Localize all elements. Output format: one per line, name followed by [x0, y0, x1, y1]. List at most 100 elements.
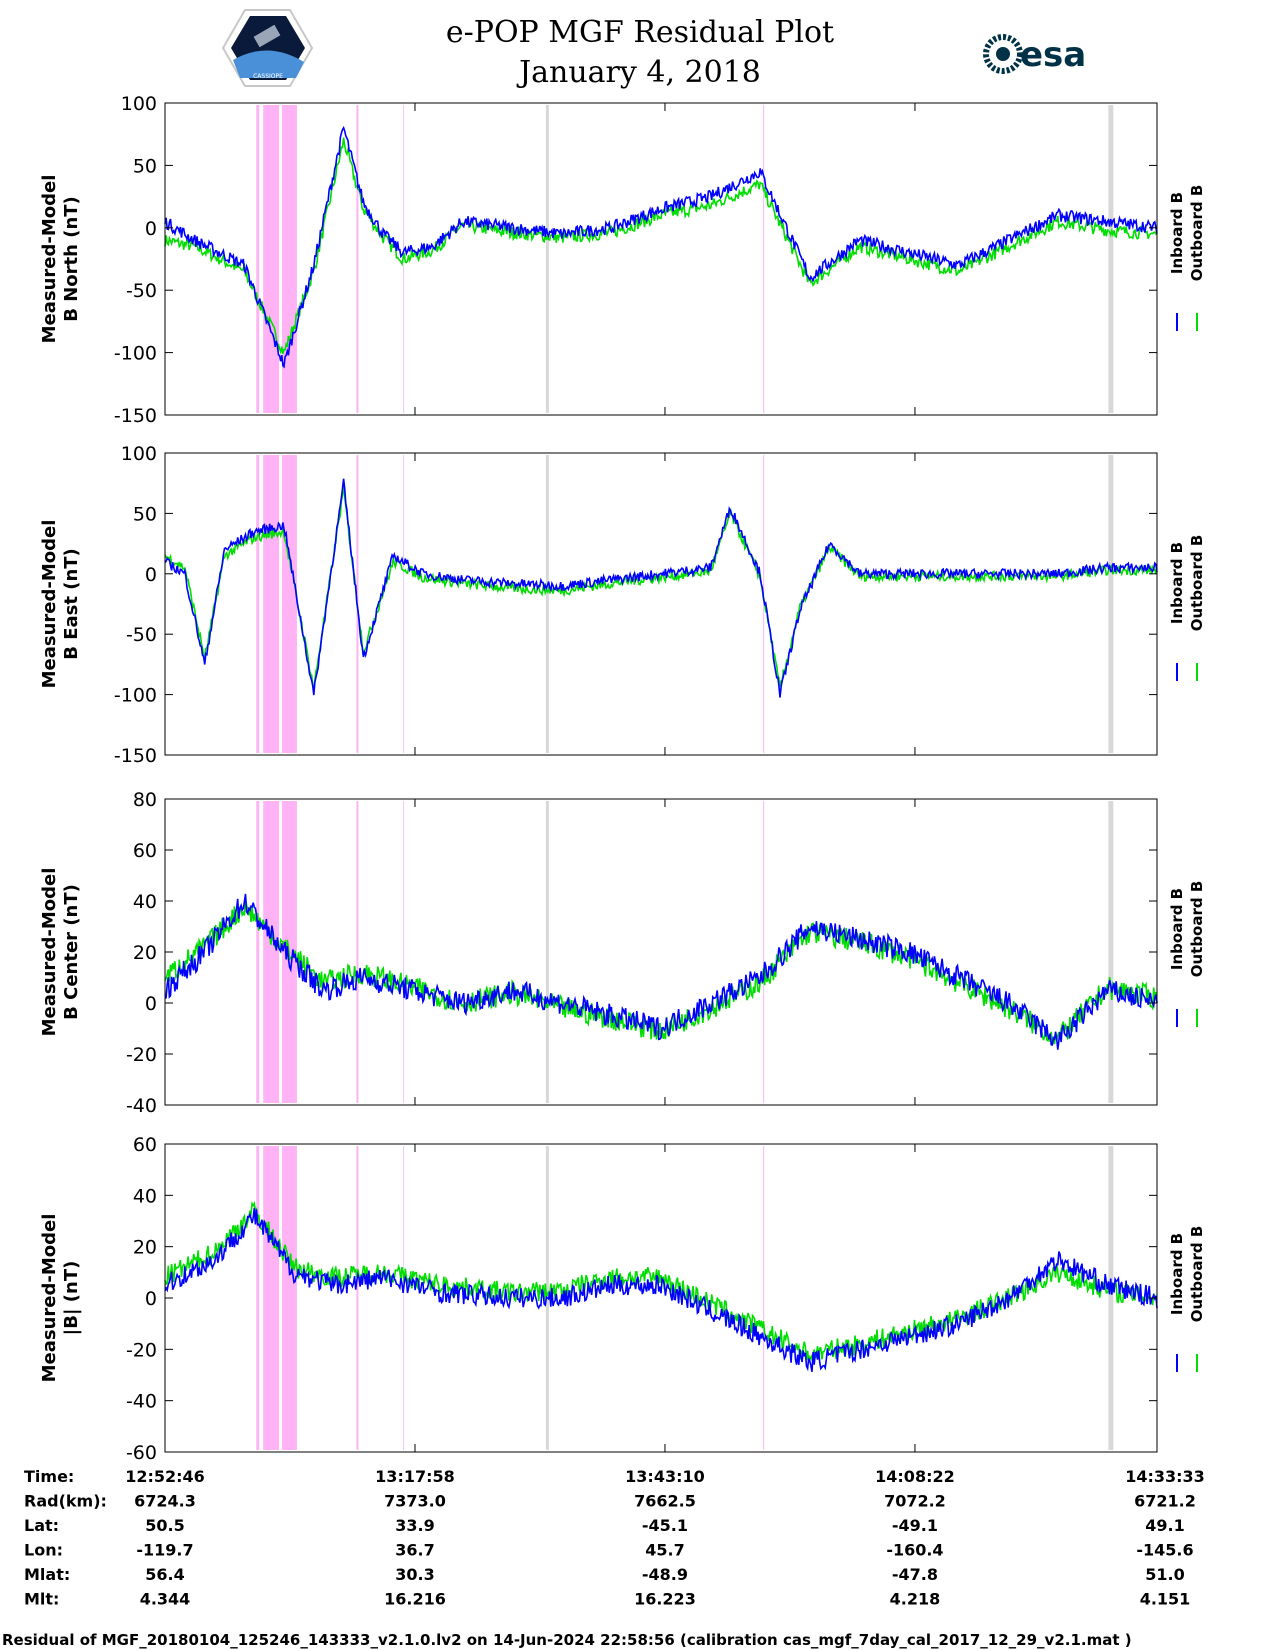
pink-band	[763, 105, 765, 413]
pink-band	[256, 801, 260, 1103]
panel-north: -150 -100 -50 0 50 100 Measured-Model B North (…	[39, 93, 1206, 427]
y-axis-label-line2: B Center (nT)	[61, 884, 82, 1020]
y-axis-label-line2: B North (nT)	[61, 196, 82, 322]
series-line-inboard	[164, 125, 1158, 369]
orbit-cell: 56.4	[145, 1565, 184, 1584]
y-axis-label-line1: Measured-Model	[39, 520, 60, 689]
orbit-cell: 16.223	[634, 1590, 696, 1609]
series-line-outboard	[164, 484, 1158, 690]
pink-band	[282, 1146, 297, 1450]
legend-label: Inboard B	[1168, 192, 1186, 274]
orbit-cell: 13:43:10	[625, 1467, 705, 1486]
legend: Inboard B Outboard B	[1168, 881, 1206, 1027]
series-line-inboard	[164, 1207, 1158, 1372]
orbit-cell: 36.7	[395, 1541, 434, 1560]
orbit-cell: 30.3	[395, 1565, 434, 1584]
orbit-cell: -47.8	[892, 1565, 938, 1584]
pink-band	[356, 105, 359, 413]
orbit-cell: -49.1	[892, 1516, 938, 1535]
thin-band	[403, 455, 405, 753]
axes-frame	[164, 102, 1158, 416]
legend-label: Outboard B	[1188, 185, 1206, 282]
orbit-cell: 4.344	[140, 1590, 191, 1609]
orbit-cell: 7662.5	[634, 1492, 696, 1511]
pink-band	[763, 1146, 765, 1450]
orbit-cell: -48.9	[642, 1565, 688, 1584]
y-tick-label: 50	[133, 503, 157, 525]
mission-logo: CASSIOPE	[221, 9, 314, 87]
y-tick-label: -50	[126, 624, 157, 646]
y-tick-label: -20	[126, 1339, 157, 1361]
y-tick-label: 0	[145, 1288, 157, 1310]
y-tick-label: 20	[133, 1237, 157, 1259]
y-axis-label-line2: B East (nT)	[61, 548, 82, 660]
series-line-outboard	[164, 899, 1158, 1045]
y-tick-label: -100	[114, 685, 157, 707]
y-tick-label: 50	[133, 155, 157, 177]
legend-label: Outboard B	[1188, 881, 1206, 978]
axes-frame	[164, 798, 1158, 1106]
y-tick-label: -40	[126, 1391, 157, 1413]
orbit-cell: 51.0	[1145, 1565, 1184, 1584]
mission-logo-label: CASSIOPE	[253, 73, 283, 80]
orbit-cell: 13:17:58	[375, 1467, 455, 1486]
legend-label: Outboard B	[1188, 1226, 1206, 1323]
orbit-cell: 7072.2	[884, 1492, 946, 1511]
thin-band	[403, 1146, 405, 1450]
pink-band	[263, 455, 280, 753]
pink-band	[356, 1146, 359, 1450]
series-line-inboard	[164, 893, 1158, 1050]
pink-band	[356, 801, 359, 1103]
y-axis-label-line1: Measured-Model	[39, 868, 60, 1037]
esa-logo-text: esa	[1020, 35, 1086, 75]
orbit-cell: 7373.0	[384, 1492, 446, 1511]
orbit-row-label: Mlat:	[24, 1565, 70, 1584]
orbit-cell: 6721.2	[1134, 1492, 1196, 1511]
y-tick-label: -100	[114, 343, 157, 365]
y-axis-label-line2: |B| (nT)	[61, 1261, 82, 1336]
y-axis-label-line1: Measured-Model	[39, 1214, 60, 1383]
y-tick-label: -40	[126, 1095, 157, 1117]
y-tick-label: 0	[145, 218, 157, 240]
gray-band	[1108, 455, 1114, 753]
y-tick-label: 20	[133, 942, 157, 964]
orbit-cell: 6724.3	[134, 1492, 196, 1511]
pink-band	[256, 455, 260, 753]
gray-band	[545, 455, 549, 753]
orbit-cell: -160.4	[886, 1541, 943, 1560]
pink-band	[256, 105, 260, 413]
y-tick-label: 60	[133, 840, 157, 862]
y-tick-label: 0	[145, 993, 157, 1015]
orbit-cell: 33.9	[395, 1516, 434, 1535]
orbit-cell: 4.151	[1140, 1590, 1191, 1609]
orbit-cell: -45.1	[642, 1516, 688, 1535]
legend: Inboard B Outboard B	[1168, 535, 1206, 681]
y-tick-label: 60	[133, 1134, 157, 1156]
pink-band	[263, 105, 280, 413]
series-line-inboard	[164, 478, 1158, 698]
thin-band	[403, 801, 405, 1103]
plot-title: e-POP MGF Residual Plot	[446, 15, 834, 50]
pink-band	[763, 455, 765, 753]
pink-band	[763, 801, 765, 1103]
panel-center: -40 -20 0 20 40 60 80 Measured-Model B Center (n…	[39, 789, 1206, 1117]
esa-logo: esa	[983, 34, 1086, 75]
gray-band	[545, 105, 549, 413]
y-axis-label-line1: Measured-Model	[39, 175, 60, 344]
legend-label: Inboard B	[1168, 1233, 1186, 1315]
orbit-cell: 50.5	[145, 1516, 184, 1535]
orbit-cell: 49.1	[1145, 1516, 1184, 1535]
orbit-cell: -119.7	[136, 1541, 193, 1560]
legend-label: Inboard B	[1168, 542, 1186, 624]
legend-label: Inboard B	[1168, 888, 1186, 970]
y-tick-label: 40	[133, 1185, 157, 1207]
plot-date: January 4, 2018	[516, 55, 761, 90]
orbit-row-label: Lon:	[24, 1541, 63, 1560]
panel-magnitude: -60 -40 -20 0 20 40 60 Measured-Model |B| (nT) In…	[39, 1134, 1206, 1464]
legend: Inboard B Outboard B	[1168, 185, 1206, 331]
legend-label: Outboard B	[1188, 535, 1206, 632]
gray-band	[545, 801, 549, 1103]
orbit-cell: 12:52:46	[125, 1467, 205, 1486]
